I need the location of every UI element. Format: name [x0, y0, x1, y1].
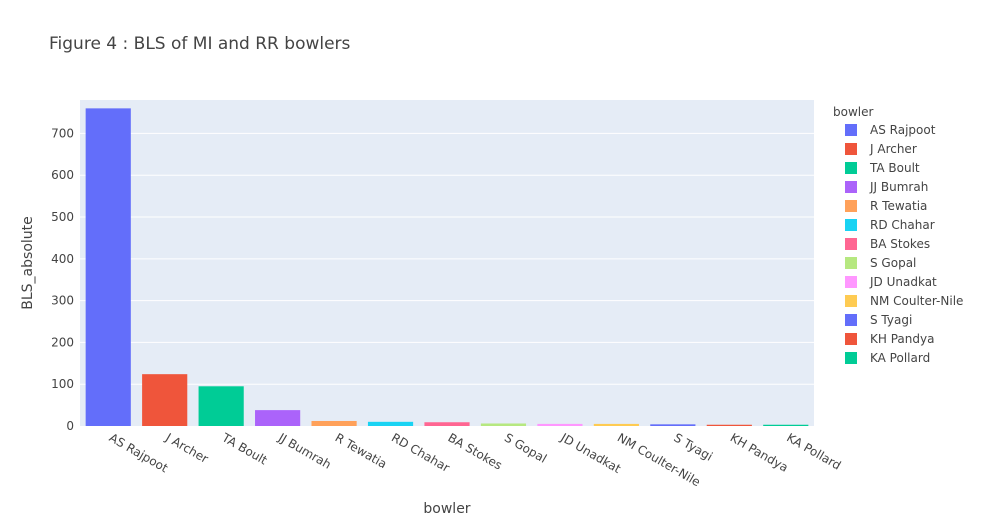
y-axis-title: BLS_absolute — [20, 216, 36, 309]
legend-swatch[interactable] — [845, 276, 857, 288]
legend-swatch[interactable] — [845, 238, 857, 250]
legend-swatch[interactable] — [845, 124, 857, 136]
y-tick-label: 0 — [66, 419, 74, 433]
x-tick-label: AS Rajpoot — [107, 430, 171, 475]
bar-s-tyagi[interactable] — [650, 424, 696, 426]
y-tick-label: 400 — [51, 252, 74, 266]
legend-item-label[interactable]: J Archer — [869, 142, 917, 156]
bar-nm-coulter-nile[interactable] — [593, 423, 639, 426]
plot-background — [80, 100, 814, 426]
x-tick-label: JD Unadkat — [558, 430, 624, 476]
bar-r-tewatia[interactable] — [311, 420, 357, 426]
legend-swatch[interactable] — [845, 352, 857, 364]
x-tick-label: TA Boult — [219, 430, 270, 468]
x-tick-label: BA Stokes — [446, 430, 505, 472]
legend-item-label[interactable]: AS Rajpoot — [870, 123, 936, 137]
legend-item-label[interactable]: RD Chahar — [870, 218, 935, 232]
legend-item-label[interactable]: NM Coulter-Nile — [870, 294, 963, 308]
legend-item-label[interactable]: S Tyagi — [870, 313, 912, 327]
legend-item-label[interactable]: JJ Bumrah — [869, 180, 928, 194]
bar-rd-chahar[interactable] — [367, 421, 414, 426]
legend-swatch[interactable] — [845, 295, 857, 307]
legend: bowler AS Rajpoot J Archer TA Boult JJ Bumr… — [833, 105, 963, 365]
legend-item-label[interactable]: R Tewatia — [870, 199, 927, 213]
y-tick-label: 100 — [51, 377, 74, 391]
x-tick-label: S Tyagi — [671, 430, 715, 463]
gridlines — [80, 132, 814, 385]
bar-s-gopal[interactable] — [480, 423, 527, 426]
y-tick-label: 500 — [51, 210, 74, 224]
y-tick-label: 600 — [51, 168, 74, 182]
legend-swatch[interactable] — [845, 200, 857, 212]
x-tick-label: JJ Bumrah — [275, 430, 333, 472]
legend-swatch[interactable] — [845, 257, 857, 269]
legend-item-label[interactable]: KA Pollard — [870, 351, 930, 365]
x-tick-label: R Tewatia — [333, 430, 390, 471]
legend-item-label[interactable]: JD Unadkat — [869, 275, 937, 289]
legend-swatch[interactable] — [845, 314, 857, 326]
bar-ka-pollard[interactable] — [763, 424, 809, 426]
legend-swatch[interactable] — [845, 333, 857, 345]
legend-item-label[interactable]: KH Pandya — [870, 332, 934, 346]
legend-item-label[interactable]: BA Stokes — [870, 237, 930, 251]
bar-kh-pandya[interactable] — [706, 424, 752, 426]
y-tick-label: 700 — [51, 126, 74, 140]
legend-swatch[interactable] — [845, 162, 857, 174]
bar-ta-boult[interactable] — [198, 386, 244, 426]
x-tick-label: KH Pandya — [728, 430, 791, 474]
legend-swatch[interactable] — [845, 219, 857, 231]
x-tick-label: J Archer — [162, 430, 210, 466]
y-tick-label: 300 — [51, 294, 74, 308]
y-tick-label: 200 — [51, 335, 74, 349]
chart-title: Figure 4 : BLS of MI and RR bowlers — [49, 34, 351, 54]
x-axis-title: bowler — [423, 501, 470, 517]
bar-as-rajpoot[interactable] — [85, 108, 131, 426]
bar-ba-stokes[interactable] — [424, 422, 470, 426]
x-tick-label: S Gopal — [502, 430, 549, 465]
legend-item-label[interactable]: S Gopal — [870, 256, 916, 270]
bar-j-archer[interactable] — [142, 374, 188, 426]
legend-swatch[interactable] — [845, 181, 857, 193]
x-tick-label: KA Pollard — [784, 430, 843, 472]
legend-title: bowler — [833, 105, 873, 119]
bars — [85, 108, 809, 426]
y-ticks: 0 100 200 300 400 500 600 700 — [51, 126, 74, 433]
legend-item-label[interactable]: TA Boult — [869, 161, 920, 175]
bar-jj-bumrah[interactable] — [255, 410, 301, 426]
x-tick-label: RD Chahar — [389, 430, 452, 474]
bar-jd-unadkat[interactable] — [537, 423, 583, 426]
legend-swatch[interactable] — [845, 143, 857, 155]
